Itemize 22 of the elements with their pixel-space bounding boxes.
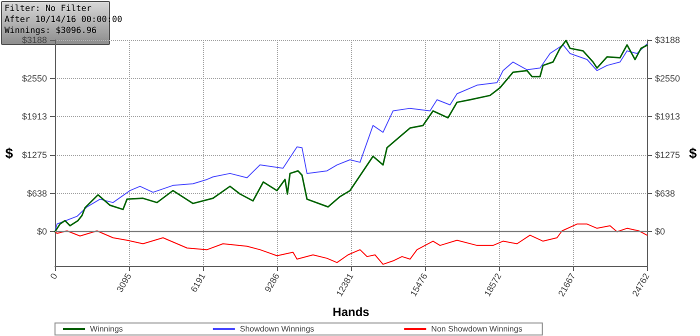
y-tick-label: $2550 xyxy=(22,73,47,84)
legend-label: Winnings xyxy=(90,324,123,334)
y-tick-label: $0 xyxy=(36,226,47,237)
x-tick-label: 0 xyxy=(48,272,60,281)
text: After 10/14/16 00:00:00 xyxy=(4,15,122,25)
y2-axis-title: $ xyxy=(689,145,697,161)
y-tick-label: $1913 xyxy=(22,112,47,122)
y-tick-label: $638 xyxy=(26,188,47,198)
y2-tick-label: $0 xyxy=(655,226,666,237)
y-tick-label: $1275 xyxy=(22,150,47,160)
legend-label: Non Showdown Winnings xyxy=(431,324,522,334)
y-tick-label: $3188 xyxy=(22,35,47,45)
y2-tick-label: $3188 xyxy=(655,35,680,45)
text: Filter: No Filter xyxy=(4,4,92,14)
y2-tick-label: $638 xyxy=(655,188,676,198)
y2-tick-label: $1275 xyxy=(655,150,680,160)
y-axis-title: $ xyxy=(5,145,14,161)
y2-tick-label: $1913 xyxy=(655,112,680,122)
x-axis-title: Hands xyxy=(332,305,370,319)
legend-label: Showdown Winnings xyxy=(240,324,314,334)
y2-tick-label: $2550 xyxy=(655,73,680,84)
text: Winnings: $3096.96 xyxy=(4,26,97,36)
